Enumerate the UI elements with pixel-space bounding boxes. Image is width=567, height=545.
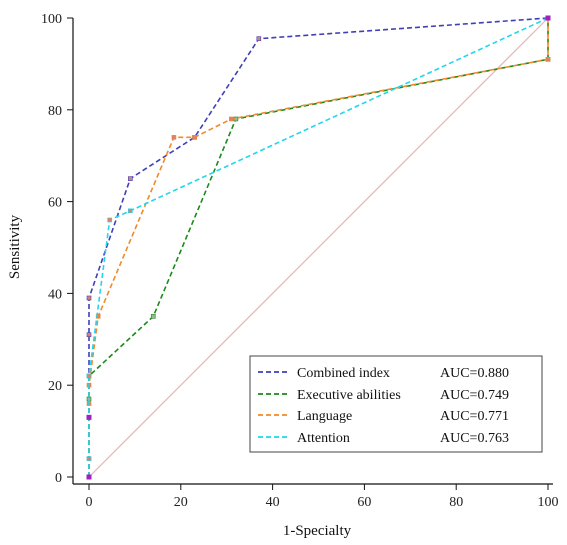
- x-ticks: 0 20 40 60 80 100: [86, 484, 559, 510]
- y-tick-label: 0: [55, 471, 62, 486]
- legend-auc: AUC=0.771: [440, 409, 509, 424]
- legend-label: Combined index: [297, 366, 390, 381]
- x-tick-label: 60: [357, 495, 371, 510]
- reference-layer: [88, 17, 549, 478]
- series-line: [88, 18, 549, 477]
- legend-auc: AUC=0.763: [440, 431, 509, 446]
- data-point: [545, 57, 551, 62]
- x-tick-label: 80: [449, 495, 463, 510]
- data-point: [128, 176, 133, 181]
- x-tick-label: 40: [266, 495, 280, 510]
- data-point: [86, 295, 92, 301]
- data-point: [228, 116, 234, 122]
- x-axis-title: 1-Specialty: [283, 523, 352, 539]
- y-tick-label: 60: [48, 196, 62, 211]
- legend-label: Attention: [297, 431, 350, 446]
- y-tick-label: 40: [48, 287, 62, 302]
- data-point: [256, 36, 262, 41]
- y-tick-label: 100: [41, 12, 62, 27]
- data-point: [128, 208, 133, 214]
- series-line: [88, 17, 549, 477]
- legend-label: Language: [297, 409, 352, 424]
- data-point: [86, 456, 92, 461]
- data-point: [86, 332, 92, 338]
- reference-diagonal: [88, 17, 549, 478]
- data-point: [192, 135, 197, 140]
- y-tick-label: 80: [48, 104, 62, 119]
- legend-label: Executive abilities: [297, 388, 401, 403]
- data-point: [86, 373, 92, 379]
- endpoint-marker: [86, 474, 92, 480]
- x-tick-label: 0: [86, 495, 93, 510]
- legend: Combined index AUC=0.880 Executive abiliti…: [249, 355, 543, 453]
- legend-auc: AUC=0.880: [440, 366, 509, 381]
- legend-auc: AUC=0.749: [440, 388, 509, 403]
- y-tick-label: 20: [48, 379, 62, 394]
- data-point: [107, 217, 112, 223]
- x-tick-label: 20: [174, 495, 188, 510]
- axes-layer: [72, 18, 553, 485]
- endpoint-marker: [86, 414, 92, 420]
- y-ticks: 0 20 40 60 80 100: [41, 12, 73, 486]
- y-axis-title: Sensitivity: [7, 214, 23, 279]
- x-tick-label: 100: [538, 495, 559, 510]
- data-point: [171, 135, 177, 140]
- legend-box: [249, 355, 543, 453]
- data-point: [150, 314, 156, 319]
- series-layer: [86, 15, 551, 480]
- endpoint-marker: [545, 15, 551, 21]
